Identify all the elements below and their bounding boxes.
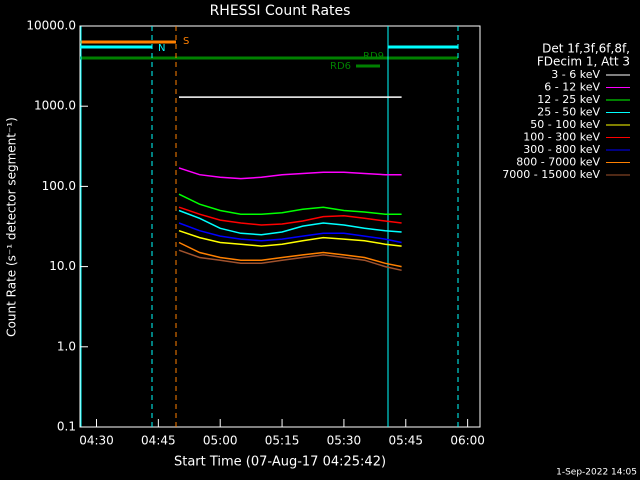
- legend-title: FDecim 1, Att 3: [537, 55, 630, 69]
- legend-label: 300 - 800 keV: [523, 143, 600, 156]
- footer: 1-Sep-2022 14:05: [556, 468, 637, 478]
- series-line: [178, 193, 402, 215]
- legend-label: 3 - 6 keV: [551, 68, 600, 81]
- annotation: N: [158, 43, 165, 54]
- x-tick-label: 05:15: [265, 434, 300, 448]
- series-line: [178, 249, 402, 272]
- y-axis-label: Count Rate (s⁻¹ detector segment⁻¹): [5, 117, 19, 337]
- legend-label: 25 - 50 keV: [537, 106, 600, 119]
- annotation: S: [183, 36, 189, 47]
- y-tick-label: 1.0: [57, 339, 76, 353]
- y-tick-label: 1000.0: [34, 99, 76, 113]
- series-line: [178, 206, 402, 226]
- x-axis-label: Start Time (07-Aug-17 04:25:42): [174, 455, 386, 470]
- legend-label: 7000 - 15000 keV: [502, 168, 600, 181]
- y-tick-label: 10000.0: [26, 19, 76, 33]
- y-tick-label: 0.1: [57, 420, 76, 434]
- series-line: [178, 222, 402, 244]
- series-line: [178, 241, 402, 268]
- y-tick-label: 10.0: [49, 259, 76, 273]
- x-tick-label: 06:00: [450, 434, 485, 448]
- plot-frame: [79, 25, 481, 428]
- y-tick-label: 100.0: [42, 179, 76, 193]
- x-tick-label: 04:30: [79, 434, 114, 448]
- series-line: [178, 209, 402, 236]
- legend-title: Det 1f,3f,6f,8f,: [542, 42, 630, 56]
- x-tick-label: 04:45: [141, 434, 176, 448]
- legend-label: 12 - 25 keV: [537, 93, 600, 106]
- annotation: RD6: [330, 61, 351, 72]
- annotation: RD9: [363, 51, 384, 62]
- legend-label: 100 - 300 keV: [523, 131, 600, 144]
- legend-label: 800 - 7000 keV: [516, 156, 600, 169]
- x-tick-label: 05:00: [203, 434, 238, 448]
- series-line: [178, 167, 402, 180]
- x-tick-label: 05:30: [327, 434, 362, 448]
- chart-title: RHESSI Count Rates: [210, 3, 351, 19]
- legend-label: 6 - 12 keV: [544, 81, 600, 94]
- x-tick-label: 05:45: [388, 434, 423, 448]
- legend-label: 50 - 100 keV: [530, 118, 600, 131]
- series-line: [178, 229, 402, 247]
